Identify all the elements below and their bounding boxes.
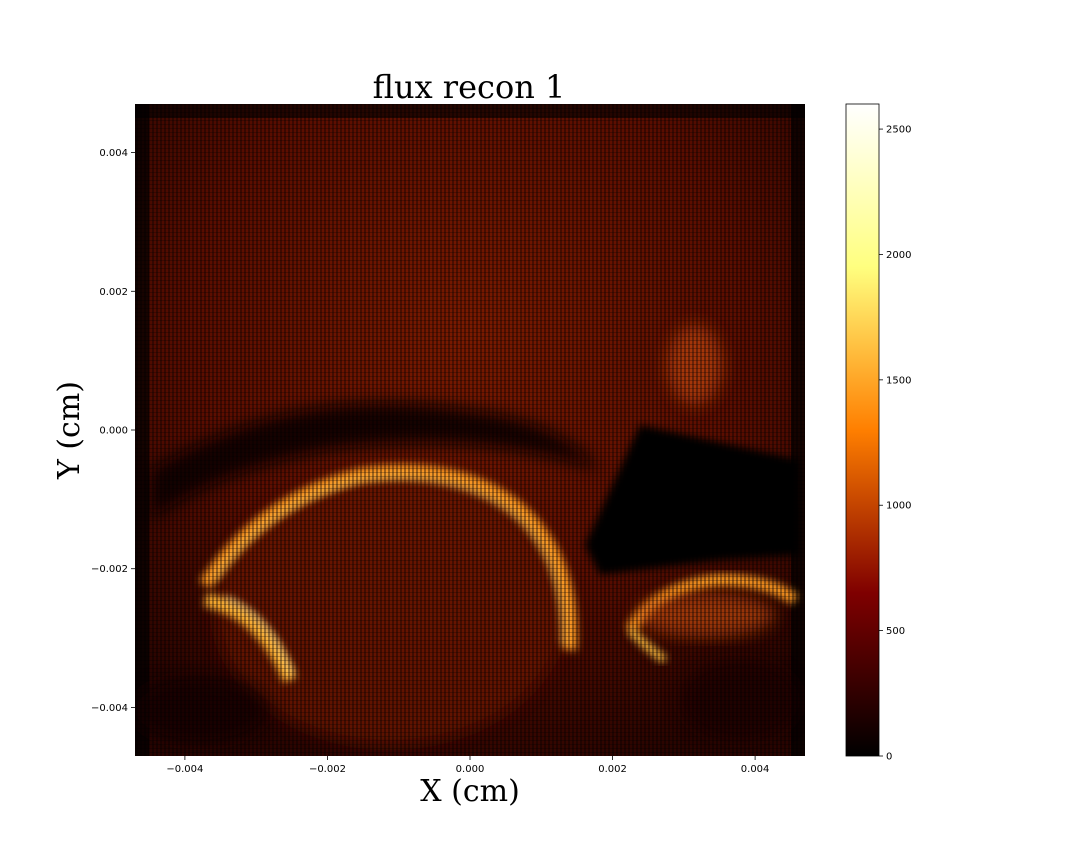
- x-axis-label: X (cm): [420, 774, 520, 809]
- x-tick-label: 0.000: [456, 764, 485, 775]
- y-axis-label: Y (cm): [52, 381, 87, 480]
- x-tick-label: −0.004: [166, 764, 203, 775]
- colorbar-tick-label: 2000: [886, 250, 911, 261]
- chart-title: flux recon 1: [373, 68, 566, 106]
- y-tick-label: 0.002: [99, 287, 128, 298]
- y-axis: 0.004 0.002 0.000 −0.002 −0.004: [91, 148, 135, 714]
- colorbar-tick-label: 2500: [886, 125, 911, 136]
- y-tick-label: −0.004: [91, 703, 128, 714]
- x-axis: −0.004 −0.002 0.000 0.002 0.004: [166, 756, 769, 775]
- colorbar: 0 500 1000 1500 2000 2500: [845, 103, 911, 763]
- colorbar-gradient: [845, 103, 880, 757]
- x-tick-label: 0.004: [741, 764, 770, 775]
- x-tick-label: −0.002: [309, 764, 346, 775]
- colorbar-tick-label: 1500: [886, 375, 911, 386]
- y-tick-label: 0.004: [99, 148, 128, 159]
- x-tick-label: 0.002: [598, 764, 627, 775]
- colorbar-tick-label: 0: [886, 752, 892, 763]
- colorbar-tick-label: 1000: [886, 501, 911, 512]
- colorbar-ticks: 0 500 1000 1500 2000 2500: [879, 125, 911, 763]
- heatmap-image: [135, 104, 805, 756]
- y-tick-label: −0.002: [91, 564, 128, 575]
- y-tick-label: 0.000: [99, 426, 128, 437]
- colorbar-tick-label: 500: [886, 626, 905, 637]
